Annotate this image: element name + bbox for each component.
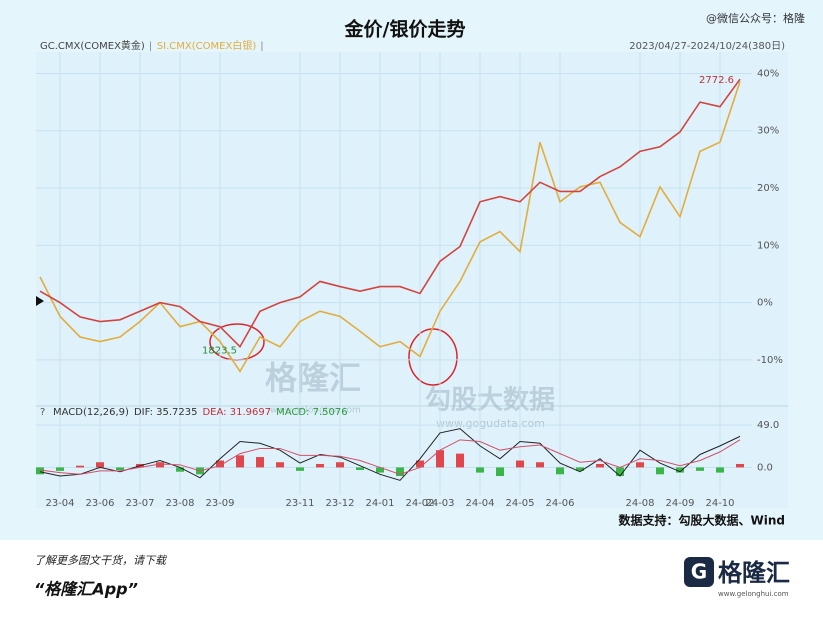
macd-readout: MACD: 7.5076 <box>276 407 348 418</box>
x-tick-label: 24-03 <box>425 498 454 509</box>
y-tick-label: 49.0 <box>757 420 779 431</box>
x-tick-label: 23-06 <box>85 498 114 509</box>
period: 2023/04/27-2024/10/24(380日) <box>629 41 785 52</box>
x-tick-label: 23-08 <box>165 498 194 509</box>
macd-bar <box>376 467 384 473</box>
macd-bar <box>256 457 264 468</box>
macd-bar <box>336 462 344 468</box>
macd-bar <box>176 467 184 472</box>
x-tick-label: 24-10 <box>705 498 734 509</box>
macd-bar <box>56 467 64 471</box>
start-marker <box>36 296 44 306</box>
x-tick-label: 24-09 <box>665 498 694 509</box>
plot-background <box>36 52 788 508</box>
macd-bar <box>316 463 324 468</box>
help-icon: ? <box>40 407 45 418</box>
macd-line <box>39 439 741 475</box>
footer-line1: 了解更多图文干货，请下载 <box>34 554 168 567</box>
macd-bar <box>636 462 644 468</box>
macd-bar <box>296 467 304 471</box>
macd-bar <box>716 467 724 473</box>
macd-bar <box>696 467 704 471</box>
watermark-data-brand: 勾股大数据 <box>425 386 555 416</box>
macd-bar <box>556 467 564 475</box>
account: @微信公众号：格隆 <box>706 11 805 25</box>
x-tick-label: 24-04 <box>465 498 494 509</box>
x-tick-label: 23-11 <box>285 498 314 509</box>
macd-bar <box>656 467 664 475</box>
macd-bar <box>736 463 744 468</box>
y-tick-label: 30% <box>757 126 779 137</box>
min-label: 1823.5 <box>202 346 237 357</box>
x-tick-label: 24-01 <box>365 498 394 509</box>
logo-site: www.gelonghui.com <box>718 590 789 598</box>
macd-bar <box>116 467 124 470</box>
x-tick-label: 23-09 <box>205 498 234 509</box>
legend-entry: GC.CMX(COMEX黄金) <box>40 39 145 52</box>
chart-title: 金价/银价走势 <box>344 18 466 41</box>
watermark-brand: 格隆汇 <box>265 359 361 397</box>
macd-bar <box>516 460 524 468</box>
macd-bar <box>676 467 684 473</box>
macd-readout: DEA: 31.9697 <box>202 407 271 418</box>
macd-bar <box>96 462 104 468</box>
legend-separator: | <box>149 41 152 52</box>
y-tick-label: 0.0 <box>757 462 773 473</box>
x-tick-label: 24-06 <box>545 498 574 509</box>
macd-readout: DIF: 35.7235 <box>134 407 198 418</box>
macd-bar <box>576 467 584 471</box>
y-tick-label: -10% <box>757 355 783 366</box>
macd-bar <box>596 463 604 468</box>
source: 数据支持：勾股大数据、Wind <box>619 513 785 528</box>
series-line <box>39 78 741 349</box>
x-tick-label: 24-02 <box>405 498 434 509</box>
macd-label: MACD(12,26,9) <box>53 407 129 418</box>
footer-line2: “格隆汇App” <box>34 580 138 599</box>
macd-bar <box>436 450 444 468</box>
logo-mark <box>684 557 714 587</box>
legend-entry: SI.CMX(COMEX白银) <box>157 39 256 52</box>
y-tick-label: 10% <box>757 240 779 251</box>
x-tick-label: 23-07 <box>125 498 154 509</box>
macd-bar <box>216 460 224 468</box>
macd-bar <box>356 467 364 470</box>
x-tick-label: 24-05 <box>505 498 534 509</box>
macd-bar <box>156 462 164 468</box>
macd-line <box>39 428 741 481</box>
macd-bar <box>496 467 504 477</box>
macd-bar <box>76 465 84 468</box>
logo-letter: G <box>691 560 707 584</box>
max-label: 2772.6 <box>699 75 734 86</box>
macd-bar <box>416 460 424 468</box>
series-line <box>39 81 741 373</box>
legend-separator: | <box>260 41 263 52</box>
y-tick-label: 40% <box>757 68 779 79</box>
macd-bar <box>396 467 404 477</box>
x-tick-label: 23-04 <box>45 498 74 509</box>
macd-bar <box>476 467 484 473</box>
y-tick-label: 20% <box>757 183 779 194</box>
watermark-data-site: www.gogudata.com <box>436 417 545 430</box>
x-tick-label: 24-08 <box>625 498 654 509</box>
macd-bar <box>456 453 464 468</box>
macd-bar <box>536 462 544 468</box>
macd-bar <box>276 462 284 468</box>
macd-bar <box>36 467 44 475</box>
x-tick-label: 23-12 <box>325 498 354 509</box>
watermark-site: www.gelonghui.com <box>270 406 361 416</box>
macd-bar <box>236 455 244 468</box>
macd-bar <box>616 467 624 477</box>
y-tick-label: 0% <box>757 298 773 309</box>
logo-text: 格隆汇 <box>718 559 790 587</box>
